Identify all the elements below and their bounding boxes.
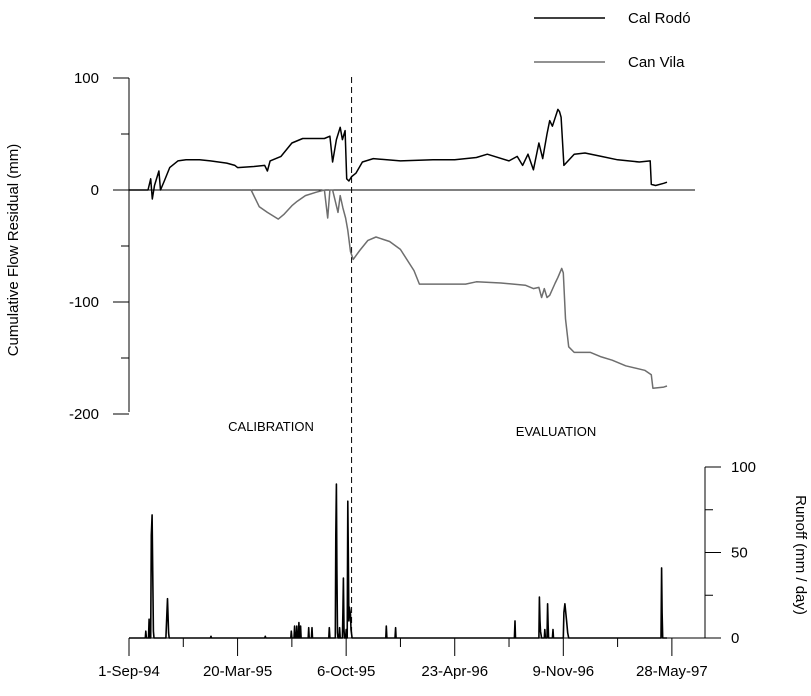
axes: 100 0 -100 -200 100 50 0 1-Sep-94 20-Mar-95 6-Oct… bbox=[69, 70, 756, 680]
runoff-series-line bbox=[129, 483, 667, 639]
evaluation-label: EVALUATION bbox=[516, 424, 596, 439]
legend-label-can-vila: Can Vila bbox=[628, 54, 685, 71]
series-layer bbox=[129, 108, 668, 639]
legend-label-cal-rodo: Cal Rodó bbox=[628, 10, 691, 27]
runoff-tick-label: 50 bbox=[731, 545, 748, 562]
x-tick-label: 20-Mar-95 bbox=[203, 663, 272, 680]
residual-series-line-can-vila bbox=[250, 189, 668, 389]
runoff-axis-title: Runoff (mm / day) bbox=[792, 495, 809, 615]
x-tick-label: 23-Apr-96 bbox=[421, 663, 488, 680]
residual-axis-title: Cumulative Flow Residual (mm) bbox=[5, 144, 22, 357]
x-tick-label: 28-May-97 bbox=[636, 663, 708, 680]
runoff-tick-label: 100 bbox=[731, 459, 756, 476]
residual-tick-label: 100 bbox=[74, 70, 99, 87]
residual-tick-label: -200 bbox=[69, 406, 99, 423]
x-tick-label: 9-Nov-96 bbox=[532, 663, 594, 680]
residual-tick-label: -100 bbox=[69, 294, 99, 311]
calibration-label: CALIBRATION bbox=[228, 419, 314, 434]
x-tick-label: 1-Sep-94 bbox=[98, 663, 160, 680]
legend: Cal Rodó Can Vila bbox=[534, 10, 691, 71]
residual-tick-label: 0 bbox=[91, 182, 99, 199]
residual-series-line-cal-rodo bbox=[129, 108, 668, 200]
labels-layer: Cumulative Flow Residual (mm) Runoff (mm… bbox=[5, 144, 809, 615]
runoff-tick-label: 0 bbox=[731, 630, 739, 647]
x-tick-label: 6-Oct-95 bbox=[317, 663, 375, 680]
